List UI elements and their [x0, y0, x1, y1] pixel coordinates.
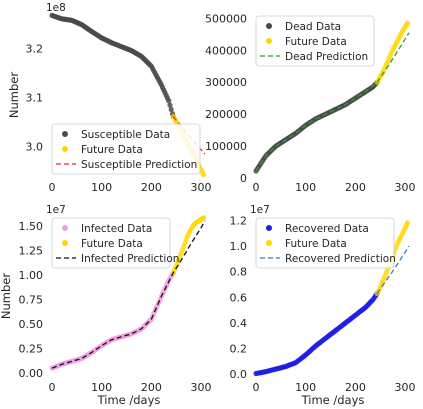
- y-tick-label: 0.6: [230, 291, 248, 304]
- prediction-line: [255, 32, 410, 172]
- x-tick-label: 300: [191, 381, 212, 394]
- data-point: [404, 20, 411, 26]
- legend-box: [255, 15, 375, 67]
- legend-label: Future Data: [285, 238, 347, 250]
- legend-label: Future Data: [81, 238, 143, 250]
- y-tick-label: 1.0: [230, 240, 248, 253]
- data-point: [167, 102, 173, 108]
- y-tick-label: 0.50: [19, 318, 44, 331]
- legend-marker: [62, 131, 68, 137]
- y-tick-label: 0.75: [19, 293, 44, 306]
- legend-label: Future Data: [285, 36, 347, 48]
- legend-marker: [266, 225, 272, 231]
- x-tick-label: 100: [295, 381, 316, 394]
- y-tick-label: 1.50: [19, 220, 44, 233]
- y-tick-label: 3.0: [26, 140, 44, 153]
- legend-marker: [62, 240, 68, 246]
- x-tick-label: 200: [345, 181, 366, 194]
- series-recovered-data: [253, 290, 380, 377]
- y-tick-label: 3.1: [26, 91, 44, 104]
- legend-label: Future Data: [81, 144, 143, 156]
- prediction-line: [376, 245, 410, 294]
- prediction-line: [51, 220, 206, 369]
- y-tick-label: 0: [240, 172, 247, 185]
- x-axis-label: Time /days: [301, 393, 365, 407]
- y-tick-label: 1.00: [19, 269, 44, 282]
- legend-label: Recovered Data: [285, 223, 369, 235]
- chart-panel-3: 0 100 200 300 0.00 0.25 0.50 0.75 1.00 1.25 1.501e…: [0, 204, 212, 407]
- legend-label: Susceptible Prediction: [81, 159, 197, 171]
- x-tick-label: 300: [395, 181, 416, 194]
- x-axis-label: Time /days: [97, 393, 161, 407]
- axis-offset-label: 1e7: [46, 204, 66, 216]
- y-tick-label: 0.2: [230, 343, 248, 356]
- data-point: [166, 98, 172, 104]
- y-tick-label: 0.4: [230, 317, 248, 330]
- data-point: [168, 106, 174, 113]
- series-future-data: [374, 20, 411, 85]
- x-tick-label: 300: [191, 181, 212, 194]
- x-tick-label: 100: [91, 381, 112, 394]
- legend-marker: [62, 225, 68, 231]
- series-dead-data: [253, 79, 380, 174]
- x-tick-label: 0: [252, 381, 259, 394]
- x-tick-label: 200: [345, 381, 366, 394]
- series-future-data: [170, 215, 207, 276]
- legend-label: Dead Prediction: [285, 51, 368, 63]
- y-tick-label: 200000: [205, 108, 247, 121]
- x-tick-label: 300: [395, 381, 416, 394]
- data-point: [200, 172, 207, 178]
- axis-offset-label: 1e8: [46, 2, 66, 14]
- y-tick-label: 1.2: [230, 214, 248, 227]
- legend-label: Recovered Prediction: [285, 253, 396, 265]
- y-tick-label: 100000: [205, 140, 247, 153]
- x-tick-label: 0: [48, 381, 55, 394]
- legend: Infected Data Future Data Infected Predict…: [51, 217, 179, 269]
- legend-label: Infected Prediction: [81, 253, 179, 265]
- series-infected-data: [49, 270, 176, 371]
- y-axis-label: Number: [7, 72, 21, 118]
- x-tick-label: 200: [141, 181, 162, 194]
- legend-marker: [266, 23, 272, 29]
- y-tick-label: 0.0: [230, 368, 248, 381]
- x-tick-label: 100: [91, 181, 112, 194]
- y-tick-label: 400000: [205, 44, 247, 57]
- data-point: [404, 220, 411, 226]
- axis-offset-label: 1e7: [250, 204, 270, 216]
- legend-marker: [266, 240, 272, 246]
- legend-box: [51, 123, 201, 175]
- legend-label: Dead Data: [285, 21, 341, 33]
- y-tick-label: 0.8: [230, 266, 248, 279]
- y-tick-label: 500000: [205, 12, 247, 25]
- legend-label: Infected Data: [81, 223, 152, 235]
- legend: Susceptible Data Future Data Susceptible P…: [51, 123, 201, 175]
- legend-box: [51, 217, 171, 269]
- y-tick-label: 3.2: [26, 43, 44, 56]
- legend-marker: [62, 146, 68, 152]
- chart-panel-2: 0 100 200 300 0 100000 200000 300000 400000 50000…: [205, 12, 416, 194]
- y-tick-label: 0.25: [19, 343, 44, 356]
- x-tick-label: 0: [48, 181, 55, 194]
- series-susceptible-data: [49, 12, 176, 120]
- y-tick-label: 0.00: [19, 367, 44, 380]
- legend-marker: [266, 38, 272, 44]
- legend-box: [255, 217, 395, 269]
- y-tick-label: 300000: [205, 76, 247, 89]
- x-tick-label: 200: [141, 381, 162, 394]
- data-point: [200, 215, 207, 221]
- chart-panel-1: 0 100 200 300 3.0 3.1 3.2 1e8 Number Susceptible …: [7, 2, 212, 194]
- x-tick-label: 0: [252, 181, 259, 194]
- legend: Dead Data Future Data Dead Prediction: [255, 15, 375, 67]
- legend-label: Susceptible Data: [81, 129, 170, 141]
- y-axis-label: Number: [0, 273, 13, 319]
- y-tick-label: 1.25: [19, 244, 44, 257]
- legend: Recovered Data Future Data Recovered Predi…: [255, 217, 396, 269]
- x-tick-label: 100: [295, 181, 316, 194]
